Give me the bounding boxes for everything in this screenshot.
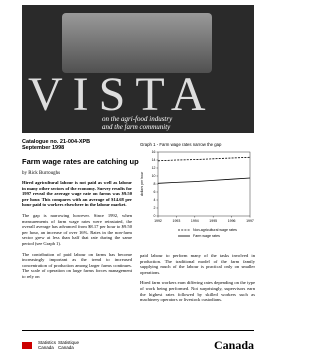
y-axis-label: dollars per hour	[140, 171, 144, 196]
x-tick-label: 1997	[246, 219, 254, 223]
tagline: and the farm community	[102, 123, 170, 131]
paragraph: The contribution of paid labour on farms…	[22, 252, 132, 280]
legend-label: Farm wage rates	[193, 234, 220, 238]
right-column: paid labour to perform many of the tasks…	[140, 253, 255, 331]
header-banner: VISTA on the agri-food industry and the …	[22, 5, 254, 133]
left-column: Hired agricultural labour is not paid as…	[22, 180, 132, 330]
y-tick-label: 16	[152, 150, 156, 154]
plot-frame	[158, 152, 250, 216]
text: Canada	[58, 345, 74, 350]
header-title: VISTA	[28, 67, 215, 122]
tagline: on the agri-food industry	[102, 115, 172, 123]
x-tick-label: 1995	[209, 219, 217, 223]
paragraph: paid labour to perform many of the tasks…	[140, 253, 255, 275]
footer-rule	[22, 330, 254, 331]
chart-title: Graph 1 - Farm wage rates narrow the gap	[140, 142, 222, 147]
x-tick-label: 1993	[173, 219, 181, 223]
flag-icon	[22, 342, 32, 349]
text: Canada	[38, 345, 54, 350]
wordmark: Canada	[214, 338, 254, 353]
paragraph: The gap is narrowing however. Since 1992…	[22, 213, 132, 247]
y-tick-label: 0	[154, 214, 156, 218]
paragraph: Hired agricultural labour is not paid as…	[22, 180, 132, 208]
legend-label: Non-agricultural wage rates	[193, 228, 237, 232]
chart: Graph 1 - Farm wage rates narrow the gap…	[138, 140, 256, 252]
y-tick-label: 12	[152, 166, 156, 170]
byline: by Rick Burroughs	[22, 171, 60, 176]
page: VISTA on the agri-food industry and the …	[0, 0, 271, 362]
article-title: Farm wage rates are catching up	[22, 157, 139, 166]
header-photo	[62, 13, 212, 73]
y-tick-label: 6	[154, 190, 156, 194]
x-tick-label: 1992	[154, 219, 162, 223]
y-tick-label: 8	[154, 182, 156, 186]
y-tick-label: 2	[154, 206, 156, 210]
y-tick-label: 4	[154, 198, 156, 202]
paragraph: Hired farm workers earn differing rates …	[140, 280, 255, 302]
x-tick-label: 1996	[228, 219, 236, 223]
series-line	[158, 157, 250, 161]
x-tick-label: 1994	[191, 219, 199, 223]
y-tick-label: 14	[152, 158, 156, 162]
y-tick-label: 10	[152, 174, 156, 178]
date: September 1998	[22, 145, 64, 151]
series-line	[158, 178, 250, 183]
